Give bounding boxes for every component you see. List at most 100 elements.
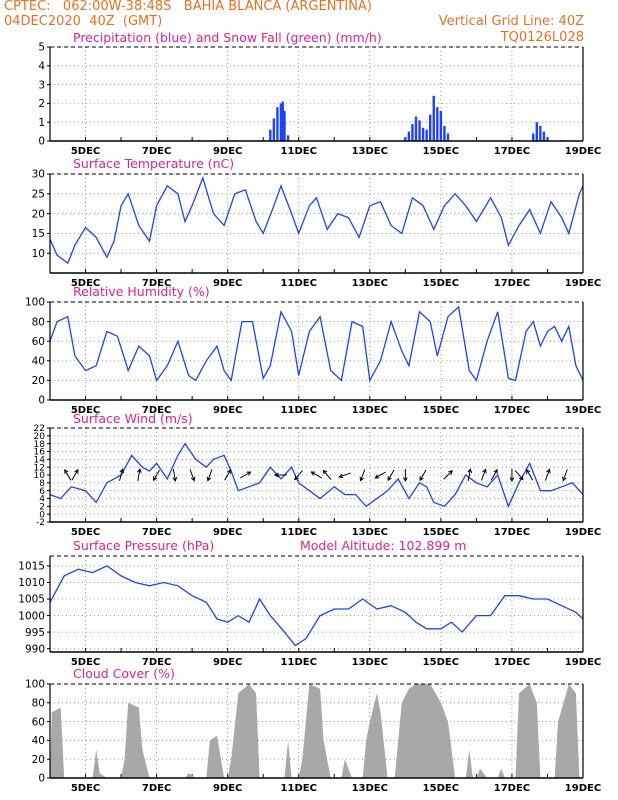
x-tick-label: 5DEC [71,405,100,416]
y-tick-label: 60 [32,336,45,348]
wind-arrow-head [402,477,408,483]
x-tick-label: 11DEC [281,278,317,289]
panel-title: Surface Pressure (hPa) [73,538,214,553]
wind-arrow-head [172,476,178,482]
y-tick-label: 990 [25,643,45,655]
precip-bar [546,137,549,141]
wind-arrow [339,472,351,478]
precip-bar [425,129,428,141]
y-tick-label: 4 [39,495,45,505]
wind-arrow [322,470,332,480]
series-line [49,305,584,383]
wind-arrow-head [74,468,79,474]
precip-bar [539,125,542,141]
x-tick-label: 13DEC [352,527,388,538]
x-tick-label: 9DEC [213,405,242,416]
wind-arrow-head [246,471,252,476]
y-tick-label: 100 [25,297,45,309]
x-tick-label: 17DEC [494,657,530,668]
wind-arrow-head [322,469,328,475]
wind-arrow-head [294,475,299,481]
wind-arrow [71,469,79,481]
x-tick-label: 7DEC [142,783,171,794]
y-tick-label: -2 [36,518,45,528]
y-tick-label: 8 [39,479,45,489]
wind-arrow-head [206,476,212,482]
wind-arrow-head [518,475,524,481]
wind-arrow-head [153,476,158,482]
precip-bar [421,127,425,141]
precip-bar [281,101,284,141]
precip-bar [269,129,272,141]
wind-arrow [360,469,366,481]
x-tick-label: 5DEC [71,657,100,668]
x-tick-label: 11DEC [281,527,317,538]
y-tick-label: 1010 [18,577,45,589]
y-tick-label: 80 [32,316,45,328]
panel-title: Precipitation (blue) and Snow Fall (gree… [73,30,382,45]
y-tick-label: 1 [38,117,45,129]
wind-arrow [311,471,322,479]
x-tick-label: 19DEC [565,783,601,794]
wind-arrow-head [136,468,142,474]
y-tick-label: 40 [32,355,45,367]
precip-bar [276,107,279,141]
x-tick-label: 9DEC [213,146,242,157]
wind-arrow-head [226,468,232,474]
precip-bar [279,103,283,141]
x-tick-label: 5DEC [71,783,100,794]
x-tick-label: 13DEC [352,278,388,289]
precip-bar [414,116,418,141]
x-tick-label: 19DEC [565,405,601,416]
y-tick-label: 0 [39,510,45,520]
x-tick-label: 19DEC [565,278,601,289]
wind-arrow-head [493,468,498,474]
wind-arrow [153,469,161,481]
precip-bar [407,131,411,141]
y-tick-label: 40 [32,735,45,747]
wind-arrow-head [509,477,515,483]
wind-arrow-head [419,476,424,482]
x-tick-label: 13DEC [352,657,388,668]
wind-arrow [224,469,232,481]
y-tick-label: 16 [34,448,46,458]
precip-bar [535,122,539,141]
x-tick-label: 11DEC [281,405,317,416]
wind-arrow-head [482,468,487,474]
x-tick-label: 7DEC [142,146,171,157]
y-tick-label: 1015 [18,561,45,573]
y-tick-label: 2 [38,98,45,110]
wind-arrow [294,470,303,480]
y-tick-label: 22 [34,424,45,434]
y-tick-label: 20 [32,754,45,766]
y-tick-label: 1000 [18,610,45,622]
panel-2: 10 15 20 25 30 5DEC 7DEC 9DEC 11DEC 13DEC 15DEC 17D… [32,156,602,289]
wind-arrow [119,469,124,481]
y-tick-label: 14 [34,455,46,465]
wind-arrow-head [190,476,196,482]
wind-arrow [490,469,498,481]
series-line [49,175,584,265]
wind-arrow [467,469,471,481]
header-run-code: TQ0126L028 [500,30,584,45]
y-tick-label: 15 [32,228,45,240]
precip-bar [418,120,421,141]
x-tick-label: 13DEC [352,783,388,794]
y-tick-label: 4 [38,60,45,72]
y-tick-label: 2 [39,502,45,512]
wind-arrow-head [338,473,344,479]
precip-bar [542,131,546,141]
wind-arrow-head [359,476,364,482]
wind-arrow [544,469,550,481]
y-tick-label: 20 [32,375,45,387]
wind-arrow [189,469,195,481]
x-tick-label: 9DEC [213,783,242,794]
panel-6: 0 20 40 60 80 100 5DEC 7DEC 9DEC 11DEC 13DEC 15DEC 1… [25,666,601,794]
wind-arrow [562,469,568,481]
precip-bar [404,137,407,141]
x-tick-label: 19DEC [565,657,601,668]
x-tick-label: 11DEC [281,783,317,794]
header-station-line: CPTEC: 062:00W-38:48S BAHIA BLANCA (ARGE… [4,0,372,14]
wind-arrow-head [273,472,279,478]
